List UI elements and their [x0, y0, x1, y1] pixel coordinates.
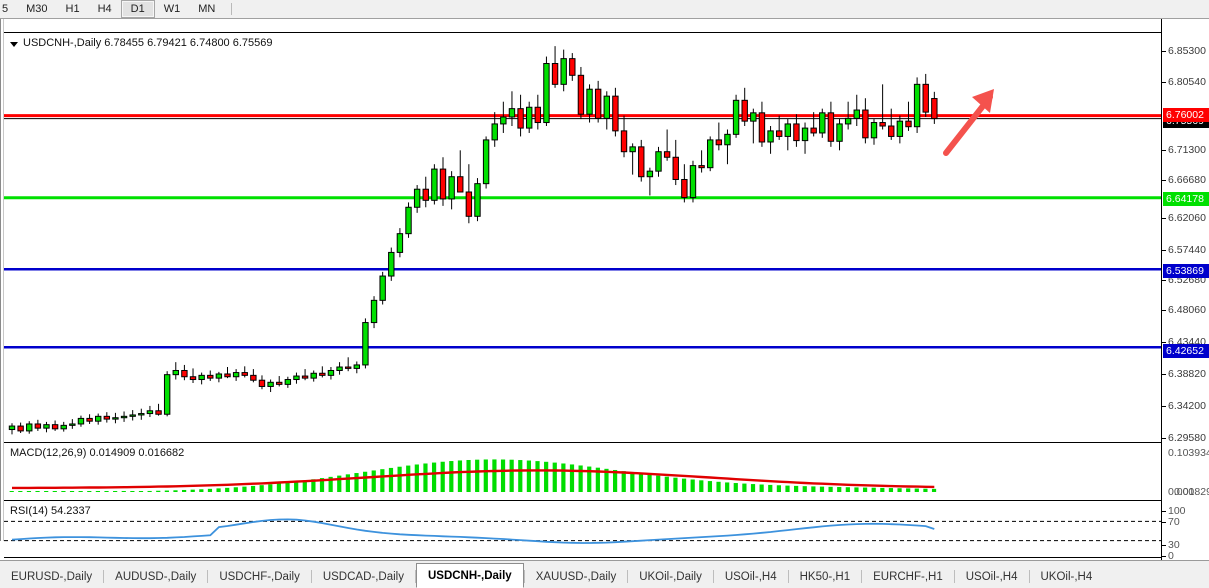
tab-divider	[414, 570, 416, 583]
axis-tick	[1162, 342, 1166, 343]
axis-tick	[1162, 82, 1166, 83]
axis-tick	[1162, 511, 1166, 512]
tab-divider	[523, 570, 525, 583]
chart-top-strip	[4, 19, 1161, 33]
macd-pane[interactable]: MACD(12,26,9) 0.014909 0.016682	[4, 444, 1161, 501]
price-level-badge[interactable]: 6.76002	[1163, 108, 1209, 122]
chart-tab-bar[interactable]: EURUSD-,Daily AUDUSD-,Daily USDCHF-,Daily U…	[0, 560, 1209, 588]
tab-divider	[1028, 570, 1030, 583]
tab-divider	[953, 570, 955, 583]
tab-divider	[310, 570, 312, 583]
chart-tab-usdcnh-daily[interactable]: USDCNH-,Daily	[415, 563, 524, 588]
price-axis-label: 6.34200	[1168, 400, 1206, 412]
rsi-label: RSI(14) 54.2337	[10, 505, 91, 517]
price-axis-label: 6.62060	[1168, 212, 1206, 224]
macd-series	[9, 459, 937, 492]
chart-tab-ukoil-daily[interactable]: UKOil-,Daily	[628, 565, 713, 588]
rsi-pane[interactable]: RSI(14) 54.2337	[4, 502, 1161, 558]
macd-axis-label: 0.018297	[1174, 486, 1209, 498]
toolbar-divider	[231, 3, 233, 15]
chart-tab-hk50-h1[interactable]: HK50-,H1	[788, 565, 862, 588]
price-axis[interactable]: 6.853006.805406.760026.755696.713006.666…	[1161, 19, 1209, 562]
timeframe-button-m30[interactable]: M30	[17, 0, 57, 18]
chart-area[interactable]: USDCNH-,Daily 6.78455 6.79421 6.74800 6.…	[0, 19, 1209, 579]
timeframe-button-d1[interactable]: D1	[120, 0, 155, 18]
price-level-badge[interactable]: 6.42652	[1163, 344, 1209, 358]
chart-tab-eurusd-daily[interactable]: EURUSD-,Daily	[0, 565, 104, 588]
price-axis-label: 6.57440	[1168, 244, 1206, 256]
price-axis-label: 6.29580	[1168, 432, 1206, 444]
tab-divider	[103, 570, 105, 583]
macd-axis-label: 0.000	[1168, 486, 1195, 498]
axis-tick	[1162, 180, 1166, 181]
axis-tick	[1162, 51, 1166, 52]
chart-tab-usoil-h4[interactable]: USOil-,H4	[713, 565, 788, 588]
rsi-axis-label: 0	[1168, 550, 1174, 562]
axis-tick	[1162, 250, 1166, 251]
chart-tab-audusd-daily[interactable]: AUDUSD-,Daily	[104, 565, 208, 588]
chart-tab-ukoil-h4[interactable]: UKOil-,H4	[1029, 565, 1104, 588]
tab-divider	[207, 570, 209, 583]
axis-tick	[1162, 545, 1166, 546]
timeframe-button-mn[interactable]: MN	[189, 0, 225, 18]
timeframe-button-w1[interactable]: W1	[154, 0, 190, 18]
axis-tick	[1162, 438, 1166, 439]
price-axis-label: 6.38820	[1168, 368, 1206, 380]
axis-tick	[1162, 310, 1166, 311]
tab-divider	[861, 570, 863, 583]
rsi-axis-label: 70	[1168, 516, 1180, 528]
price-axis-label: 6.48060	[1168, 304, 1206, 316]
chart-tab-xauusd-daily[interactable]: XAUUSD-,Daily	[524, 565, 628, 588]
tab-divider	[627, 570, 629, 583]
chart-tab-usdchf-daily[interactable]: USDCHF-,Daily	[208, 565, 311, 588]
axis-tick	[1162, 280, 1166, 281]
chart-tab-usdcad-daily[interactable]: USDCAD-,Daily	[311, 565, 415, 588]
tab-divider	[787, 570, 789, 583]
rsi-series	[4, 518, 1161, 544]
macd-label: MACD(12,26,9) 0.014909 0.016682	[10, 447, 185, 459]
chart-tab-eurchf-h1[interactable]: EURCHF-,H1	[862, 565, 954, 588]
chevron-down-icon[interactable]	[10, 41, 18, 47]
axis-tick	[1162, 218, 1166, 219]
price-chart-pane[interactable]: USDCNH-,Daily 6.78455 6.79421 6.74800 6.…	[4, 33, 1161, 443]
axis-tick	[1162, 150, 1166, 151]
price-axis-label: 6.85300	[1168, 45, 1206, 57]
macd-axis-label: 0.103934	[1168, 447, 1209, 459]
price-axis-label: 6.80540	[1168, 76, 1206, 88]
price-level-badge[interactable]: 6.64178	[1163, 192, 1209, 206]
chart-tab-usoil-h4[interactable]: USOil-,H4	[954, 565, 1029, 588]
rsi-axis-label: 100	[1168, 505, 1186, 517]
tab-divider	[712, 570, 714, 583]
price-level-badge[interactable]: 6.53869	[1163, 264, 1209, 278]
chart-title-text: USDCNH-,Daily 6.78455 6.79421 6.74800 6.…	[23, 37, 273, 49]
chart-left-border	[0, 19, 4, 541]
timeframe-button-h4[interactable]: H4	[88, 0, 121, 18]
axis-tick	[1162, 374, 1166, 375]
chart-title: USDCNH-,Daily 6.78455 6.79421 6.74800 6.…	[10, 37, 273, 49]
rsi-axis-label: 30	[1168, 539, 1180, 551]
annotation-layer[interactable]	[4, 33, 1161, 443]
up-arrow-icon[interactable]	[943, 89, 994, 156]
axis-tick	[1162, 406, 1166, 407]
axis-tick	[1162, 556, 1166, 557]
axis-tick	[1162, 522, 1166, 523]
timeframe-button-h1[interactable]: H1	[56, 0, 89, 18]
price-axis-label: 6.71300	[1168, 144, 1206, 156]
timeframe-toolbar[interactable]: 5 M30 H1 H4 D1 W1 MN	[0, 0, 1209, 19]
candlestick-series	[4, 46, 1161, 435]
timeframe-button-m5[interactable]: 5	[0, 0, 18, 18]
price-axis-label: 6.66680	[1168, 174, 1206, 186]
